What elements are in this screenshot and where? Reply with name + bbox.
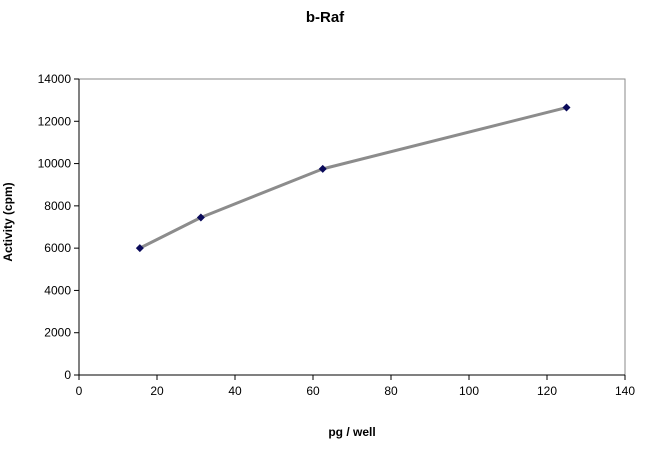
series-layer <box>135 103 571 253</box>
y-axis-ticks: 0 2000 4000 6000 8000 10000 12000 14000 <box>38 72 79 382</box>
x-axis-ticks: 0 20 40 60 80 100 120 140 <box>76 375 635 398</box>
data-point <box>562 103 571 112</box>
chart-title: b-Raf <box>306 9 345 26</box>
y-tick-label: 4000 <box>44 283 71 297</box>
x-tick-label: 80 <box>384 384 398 398</box>
x-tick-label: 100 <box>459 384 479 398</box>
x-tick-label: 60 <box>306 384 320 398</box>
plot-area-frame <box>78 78 626 376</box>
x-tick-label: 20 <box>150 384 164 398</box>
data-point <box>196 213 205 222</box>
plot-area <box>78 79 625 376</box>
y-tick-label: 6000 <box>44 241 71 255</box>
y-tick-label: 0 <box>64 368 71 382</box>
x-tick-label: 0 <box>76 384 83 398</box>
y-tick-label: 14000 <box>38 72 72 86</box>
x-tick-label: 140 <box>615 384 635 398</box>
data-point <box>135 244 144 253</box>
x-axis-label: pg / well <box>328 425 375 439</box>
y-tick-label: 2000 <box>44 326 71 340</box>
data-point <box>318 164 327 173</box>
y-tick-label: 8000 <box>44 199 71 213</box>
y-axis-label: Activity (cpm) <box>1 182 15 261</box>
x-tick-label: 40 <box>228 384 242 398</box>
y-tick-label: 12000 <box>38 114 72 128</box>
series-line <box>138 106 568 250</box>
y-tick-label: 10000 <box>38 157 72 171</box>
x-tick-label: 120 <box>537 384 557 398</box>
